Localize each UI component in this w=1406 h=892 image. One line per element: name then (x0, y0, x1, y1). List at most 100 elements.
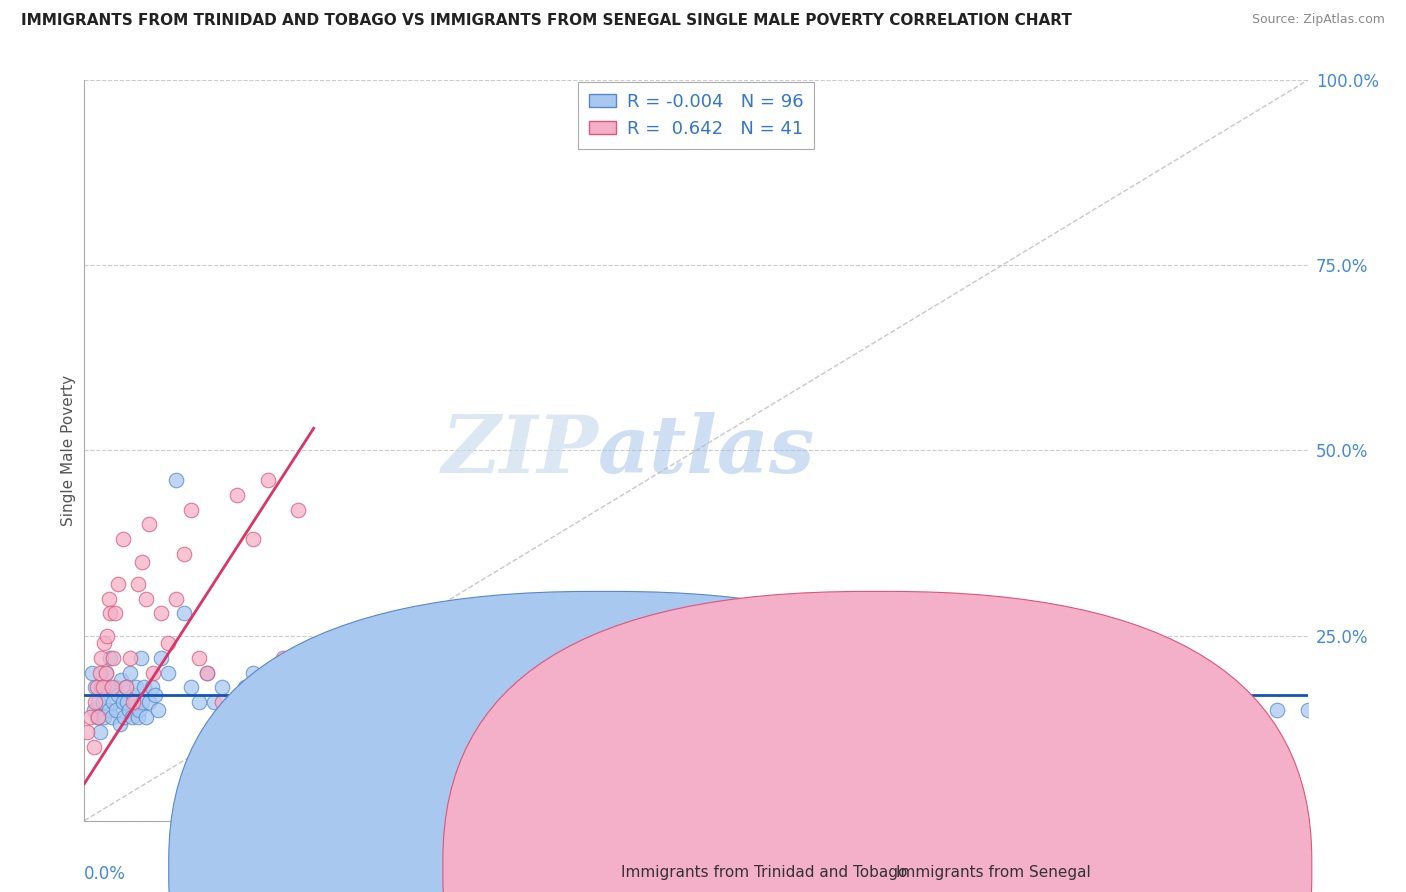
Point (609, 688, 631, 702)
Point (211, 695, 233, 709)
Text: Immigrants from Senegal: Immigrants from Senegal (896, 865, 1091, 880)
Point (456, 665, 478, 680)
Point (1143, 710, 1166, 724)
Point (96, 681, 118, 695)
Point (141, 681, 163, 695)
Point (188, 695, 211, 709)
Point (110, 673, 132, 687)
Point (104, 607, 127, 621)
Point (96, 628, 118, 642)
Legend: R = -0.004   N = 96, R =  0.642   N = 41: R = -0.004 N = 96, R = 0.642 N = 41 (578, 82, 814, 149)
Text: Immigrants from Trinidad and Tobago: Immigrants from Trinidad and Tobago (621, 865, 908, 880)
Point (86, 681, 108, 695)
Point (127, 710, 149, 724)
Point (131, 695, 153, 709)
Point (120, 665, 142, 680)
Point (807, 688, 830, 702)
Point (89, 665, 111, 680)
Point (685, 710, 707, 724)
Point (108, 717, 131, 731)
Point (98, 607, 121, 621)
Point (149, 650, 172, 665)
Point (118, 703, 141, 717)
Point (121, 710, 143, 724)
Point (90, 681, 112, 695)
Point (128, 703, 150, 717)
Point (226, 488, 249, 502)
Point (138, 517, 160, 532)
Point (761, 695, 783, 709)
Point (87, 695, 110, 709)
Point (1388, 710, 1406, 724)
Point (1327, 695, 1350, 709)
Text: 0.0%: 0.0% (84, 865, 127, 883)
Point (89, 724, 111, 739)
Point (79, 710, 101, 724)
Point (101, 681, 124, 695)
Point (86, 710, 108, 724)
Point (233, 681, 256, 695)
Point (87, 710, 110, 724)
Point (271, 650, 294, 665)
Point (226, 703, 249, 717)
Point (91, 681, 114, 695)
Point (115, 695, 138, 709)
Point (249, 695, 271, 709)
Point (838, 695, 860, 709)
Point (531, 710, 554, 724)
Point (83, 739, 105, 754)
Point (502, 681, 524, 695)
Point (333, 710, 356, 724)
Point (287, 502, 309, 516)
Point (1174, 703, 1197, 717)
Point (135, 591, 157, 606)
Point (101, 710, 124, 724)
Point (84, 695, 107, 709)
Point (84, 681, 107, 695)
Point (991, 703, 1014, 717)
Point (302, 681, 325, 695)
Point (242, 665, 264, 680)
Point (124, 695, 146, 709)
Point (94, 665, 117, 680)
Point (107, 688, 129, 702)
Point (165, 591, 187, 606)
Point (83, 703, 105, 717)
Point (93, 710, 115, 724)
Point (180, 681, 202, 695)
Point (120, 650, 142, 665)
Point (111, 695, 134, 709)
Point (107, 576, 129, 591)
Point (180, 502, 202, 516)
Point (157, 636, 180, 650)
Text: ZIP: ZIP (441, 412, 598, 489)
Point (138, 695, 160, 709)
Point (1296, 703, 1319, 717)
Point (114, 681, 136, 695)
Point (127, 576, 149, 591)
Point (257, 473, 280, 487)
Point (80, 665, 103, 680)
Point (302, 703, 325, 717)
Y-axis label: Single Male Poverty: Single Male Poverty (60, 375, 76, 526)
Text: Source: ZipAtlas.com: Source: ZipAtlas.com (1251, 13, 1385, 27)
Point (122, 695, 145, 709)
Point (103, 695, 125, 709)
Text: atlas: atlas (598, 412, 815, 489)
Point (1220, 695, 1243, 709)
Point (122, 688, 145, 702)
Point (562, 695, 585, 709)
Point (98, 650, 121, 665)
Point (97, 703, 120, 717)
Point (104, 681, 127, 695)
Point (380, 703, 402, 717)
Point (218, 710, 240, 724)
Point (143, 688, 166, 702)
Point (97, 591, 120, 606)
Point (211, 681, 233, 695)
Point (76, 724, 98, 739)
Point (349, 665, 371, 680)
Point (157, 665, 180, 680)
Point (914, 695, 936, 709)
Point (114, 681, 136, 695)
